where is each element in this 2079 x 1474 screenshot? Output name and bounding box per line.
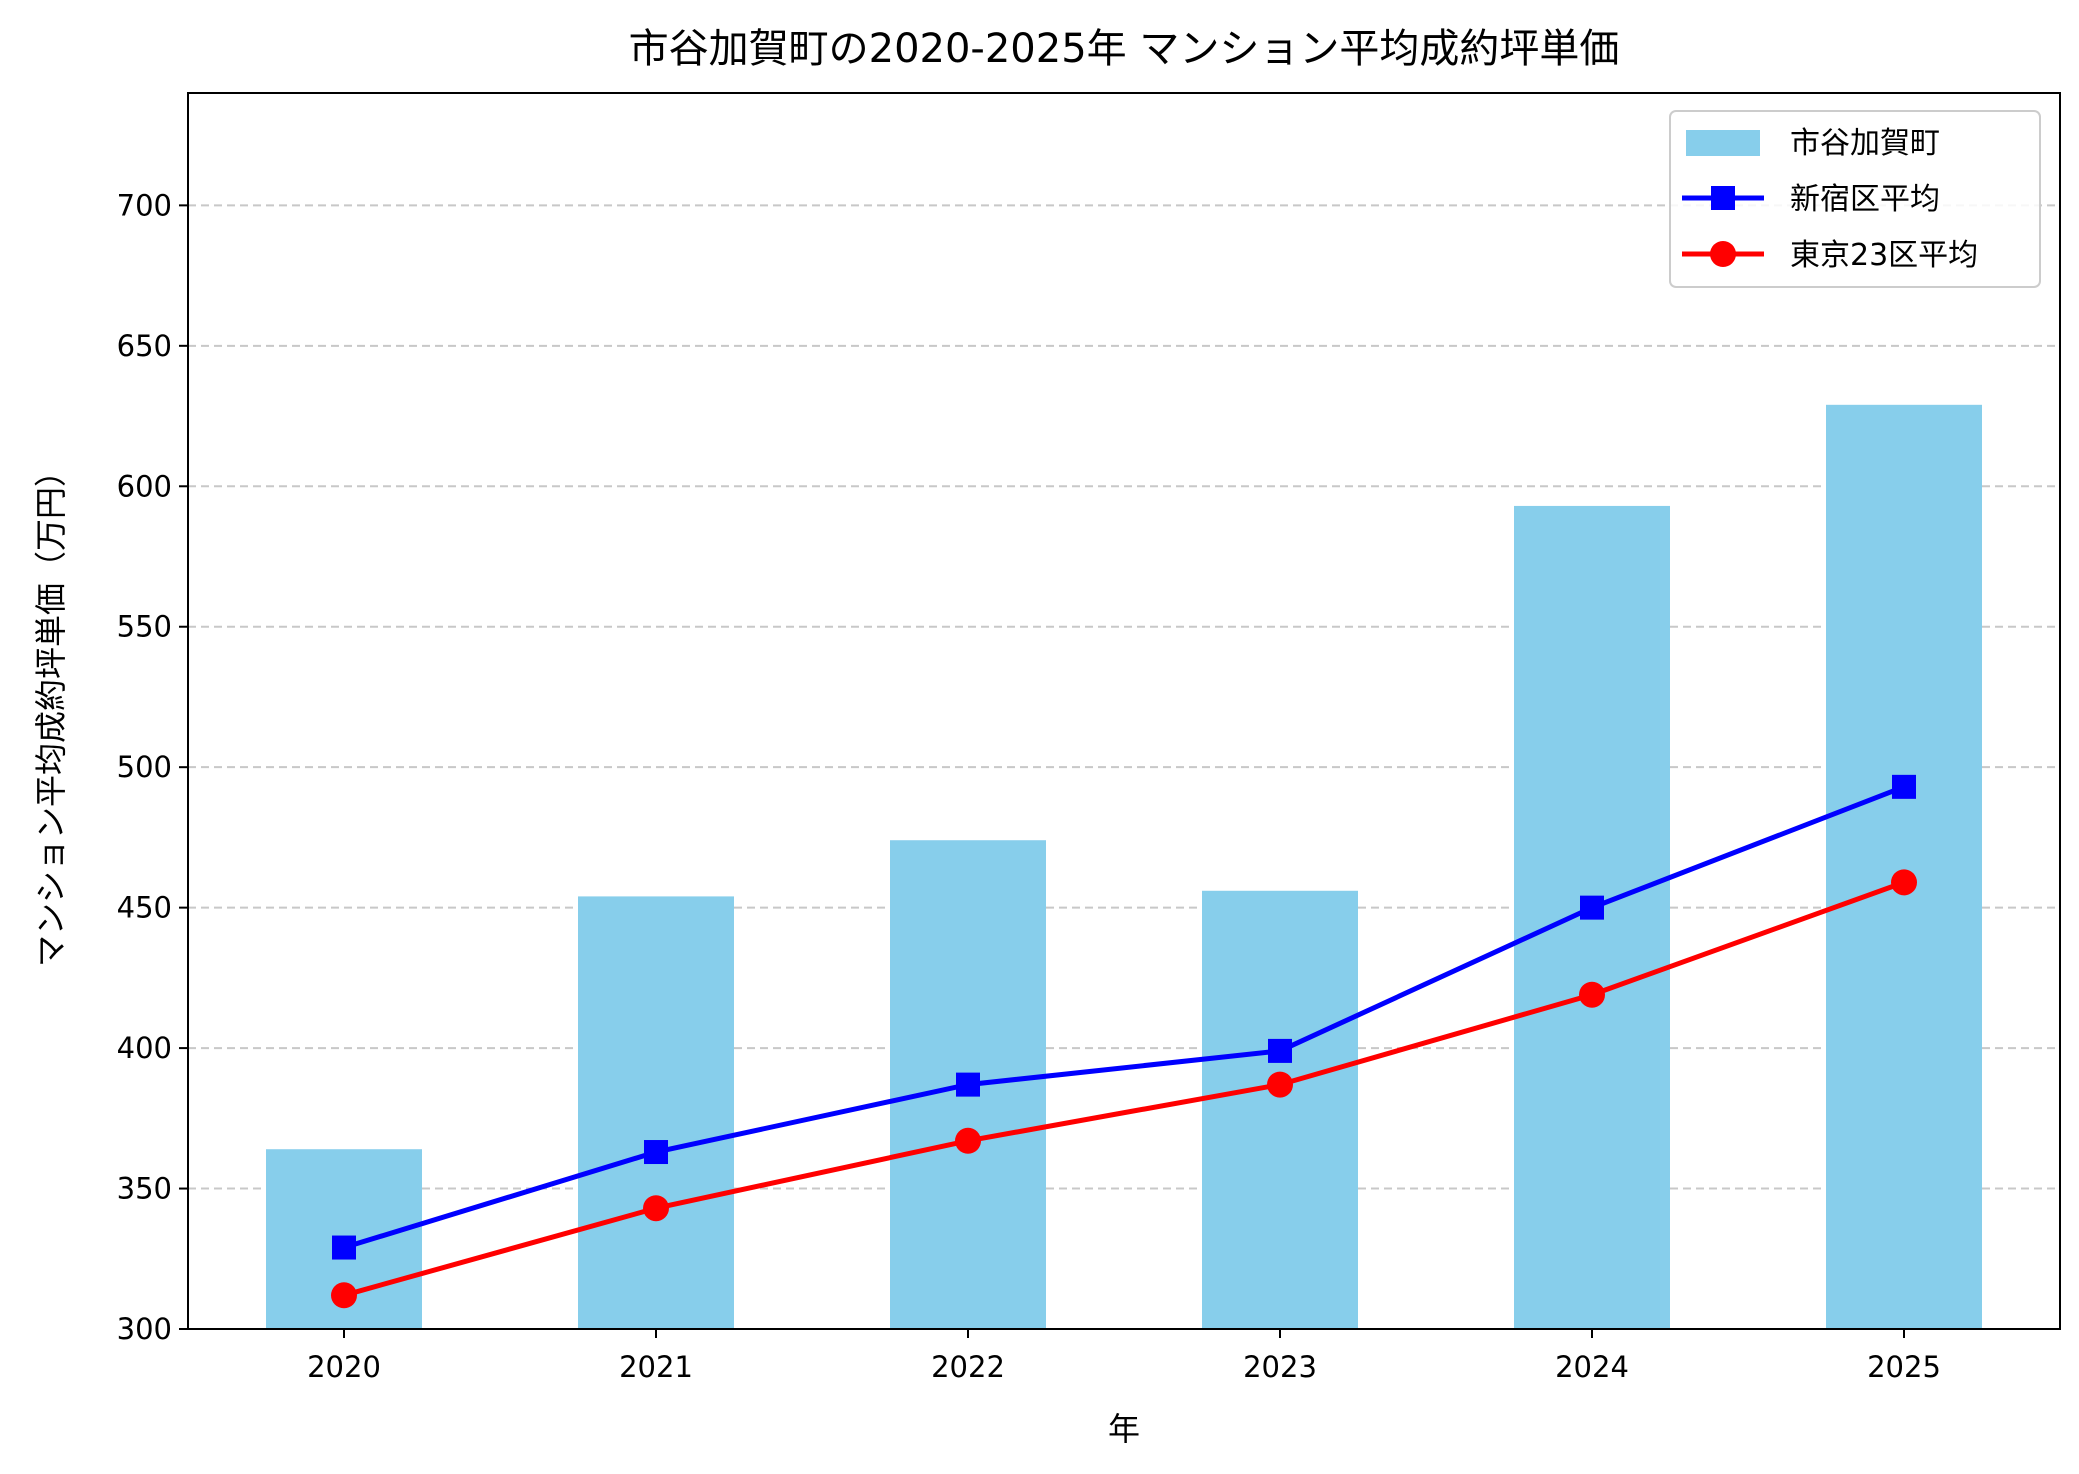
series-line bbox=[343, 880, 1905, 1298]
legend-label: 新宿区平均 bbox=[1790, 182, 1940, 217]
y-tick-label: 350 bbox=[117, 1172, 172, 1206]
x-tick-label: 2025 bbox=[1867, 1350, 1941, 1384]
bar bbox=[1202, 890, 1358, 1329]
point-circle bbox=[955, 1127, 981, 1154]
legend-label: 市谷加賀町 bbox=[1790, 126, 1940, 161]
x-axis-label: 年 bbox=[1108, 1410, 1140, 1448]
bars bbox=[266, 404, 1982, 1329]
y-axis-label: マンション平均成約坪単価（万円） bbox=[32, 455, 70, 967]
legend-marker-square bbox=[1711, 186, 1735, 210]
y-tick-label: 650 bbox=[117, 329, 172, 363]
point-square bbox=[1892, 774, 1916, 799]
y-tick-label: 700 bbox=[117, 188, 172, 222]
y-tick-label: 500 bbox=[117, 750, 172, 784]
grid bbox=[188, 204, 2060, 1190]
legend-swatch-bar bbox=[1686, 130, 1760, 156]
y-axis: 300 350 400 450 500 550 600 650 700 bbox=[117, 188, 188, 1346]
legend-frame bbox=[1669, 110, 2041, 288]
bar bbox=[1826, 404, 1982, 1329]
series-line bbox=[343, 784, 1905, 1250]
y-tick-label: 400 bbox=[117, 1031, 172, 1065]
bar bbox=[578, 896, 734, 1329]
y-tick-label: 300 bbox=[117, 1312, 172, 1346]
x-tick-label: 2022 bbox=[931, 1350, 1005, 1384]
point-circle bbox=[643, 1195, 669, 1222]
point-square bbox=[332, 1235, 356, 1260]
point-circle bbox=[1891, 869, 1917, 896]
point-square bbox=[644, 1140, 668, 1165]
x-tick-label: 2024 bbox=[1555, 1350, 1629, 1384]
x-tick-label: 2020 bbox=[307, 1350, 381, 1384]
y-tick-label: 550 bbox=[117, 610, 172, 644]
x-axis: 2020 2021 2022 2023 2024 2025 bbox=[307, 1329, 1941, 1384]
legend-marker-circle bbox=[1710, 241, 1736, 267]
plot-frame bbox=[187, 92, 2061, 1330]
x-tick-label: 2021 bbox=[619, 1350, 693, 1384]
chart-title: 市谷加賀町の2020-2025年 マンション平均成約坪単価 bbox=[629, 26, 1620, 72]
lines bbox=[331, 774, 1917, 1309]
x-tick-label: 2023 bbox=[1243, 1350, 1317, 1384]
y-tick-label: 600 bbox=[117, 469, 172, 503]
point-square bbox=[1268, 1038, 1292, 1063]
point-circle bbox=[1267, 1071, 1293, 1098]
y-tick-label: 450 bbox=[117, 891, 172, 925]
point-square bbox=[956, 1072, 980, 1097]
point-square bbox=[1580, 895, 1604, 920]
legend-label: 東京23区平均 bbox=[1790, 238, 1978, 273]
point-circle bbox=[331, 1282, 357, 1309]
point-circle bbox=[1579, 981, 1605, 1008]
